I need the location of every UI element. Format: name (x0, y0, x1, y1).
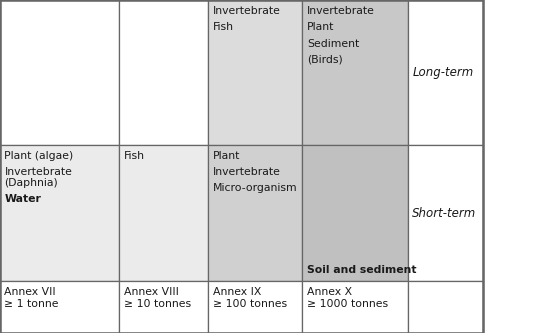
Text: Invertebrate: Invertebrate (4, 167, 72, 177)
Bar (408, 281, 483, 333)
Text: Invertebrate: Invertebrate (213, 6, 280, 16)
Bar (302, 281, 408, 333)
Bar (408, 145, 483, 281)
Bar (408, 0, 483, 145)
Text: Short-term: Short-term (412, 206, 477, 220)
Text: Sediment: Sediment (307, 39, 359, 49)
Text: Plant: Plant (307, 22, 334, 32)
Text: Long-term: Long-term (412, 66, 473, 79)
Text: Fish: Fish (124, 151, 145, 161)
Bar (119, 281, 208, 333)
Bar (208, 0, 302, 145)
Text: Soil and sediment: Soil and sediment (307, 265, 416, 275)
Bar (0, 281, 119, 333)
Text: Plant: Plant (213, 151, 240, 161)
Text: Annex IX
≥ 100 tonnes: Annex IX ≥ 100 tonnes (213, 287, 287, 309)
Bar (302, 145, 408, 281)
Bar (0, 145, 119, 281)
Text: Fish: Fish (213, 22, 234, 32)
Text: Annex VIII
≥ 10 tonnes: Annex VIII ≥ 10 tonnes (124, 287, 191, 309)
Text: Water: Water (4, 194, 41, 204)
Bar (0, 0, 119, 145)
Text: (Daphnia): (Daphnia) (4, 178, 58, 188)
Text: Annex X
≥ 1000 tonnes: Annex X ≥ 1000 tonnes (307, 287, 388, 309)
Bar (208, 281, 302, 333)
Text: Invertebrate: Invertebrate (213, 167, 280, 177)
Bar (0, 0, 483, 333)
Bar (302, 0, 408, 145)
Text: Plant (algae): Plant (algae) (4, 151, 74, 161)
Bar (208, 145, 302, 281)
Text: (Birds): (Birds) (307, 55, 342, 65)
Bar (119, 0, 208, 145)
Text: Invertebrate: Invertebrate (307, 6, 375, 16)
Text: Annex VII
≥ 1 tonne: Annex VII ≥ 1 tonne (4, 287, 59, 309)
Text: Micro-organism: Micro-organism (213, 183, 297, 193)
Bar (119, 145, 208, 281)
